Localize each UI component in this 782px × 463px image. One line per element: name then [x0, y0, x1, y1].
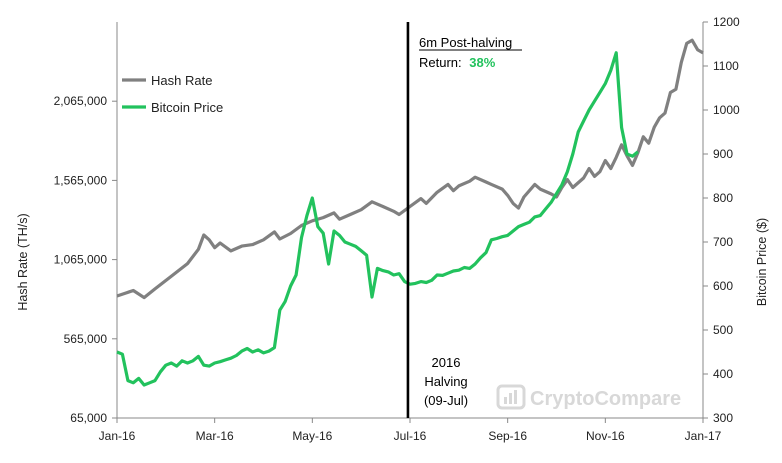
halving-annotation: 2016 Halving (09-Jul) [424, 355, 468, 408]
legend-bitcoin-price-label: Bitcoin Price [151, 100, 223, 115]
y-right-tick-label: 300 [713, 411, 733, 425]
y-right-tick-label: 1200 [713, 15, 740, 29]
y-right-tick-label: 700 [713, 235, 733, 249]
y-left-axis-ticks: 65,000 565,000 1,065,000 1,565,000 2,065,000 [54, 94, 117, 425]
y-right-tick-label: 1000 [713, 103, 740, 117]
return-label: Return: [419, 55, 462, 70]
post-halving-title: 6m Post-halving [419, 35, 512, 50]
x-tick-label: May-16 [292, 429, 332, 443]
y-right-tick-label: 800 [713, 191, 733, 205]
y-right-tick-label: 600 [713, 279, 733, 293]
x-tick-label: Jan-16 [99, 429, 136, 443]
legend-hash-rate-label: Hash Rate [151, 73, 212, 88]
legend: Hash Rate Bitcoin Price [122, 73, 223, 115]
y-left-tick-label: 2,065,000 [54, 94, 108, 108]
y-right-tick-label: 400 [713, 367, 733, 381]
y-right-tick-label: 1100 [713, 59, 739, 73]
x-tick-label: Jan-17 [685, 429, 722, 443]
y-right-axis-title: Bitcoin Price ($) [755, 218, 769, 306]
halving-label-date: (09-Jul) [424, 393, 468, 408]
y-right-tick-label: 900 [713, 147, 733, 161]
x-tick-label: Sep-16 [488, 429, 527, 443]
y-left-tick-label: 1,565,000 [54, 173, 108, 187]
watermark: CryptoCompare [496, 384, 681, 410]
x-tick-label: Nov-16 [586, 429, 625, 443]
y-right-axis-ticks: 300 400 500 600 700 800 900 1000 1100 1200 [703, 15, 740, 425]
x-tick-label: Jul-16 [394, 429, 427, 443]
halving-label-year: 2016 [432, 355, 461, 370]
hash-rate-line [116, 38, 704, 300]
y-right-tick-label: 500 [713, 323, 733, 337]
halving-label-text: Halving [424, 374, 467, 389]
bitcoin-price-line [116, 51, 639, 387]
post-halving-annotation: 6m Post-halving Return: 38% [419, 35, 522, 70]
y-left-tick-label: 565,000 [64, 332, 108, 346]
return-value: 38% [469, 55, 495, 70]
watermark-text: CryptoCompare [530, 388, 681, 410]
y-left-tick-label: 1,065,000 [54, 253, 108, 267]
return-annotation: Return: 38% [419, 55, 496, 70]
x-axis-ticks: Jan-16 Mar-16 May-16 Jul-16 Sep-16 Nov-16 Jan-… [99, 418, 722, 443]
y-left-tick-label: 65,000 [70, 411, 107, 425]
cryptocompare-logo-icon [496, 384, 526, 410]
x-tick-label: Mar-16 [196, 429, 234, 443]
y-left-axis-title: Hash Rate (TH/s) [16, 213, 30, 310]
